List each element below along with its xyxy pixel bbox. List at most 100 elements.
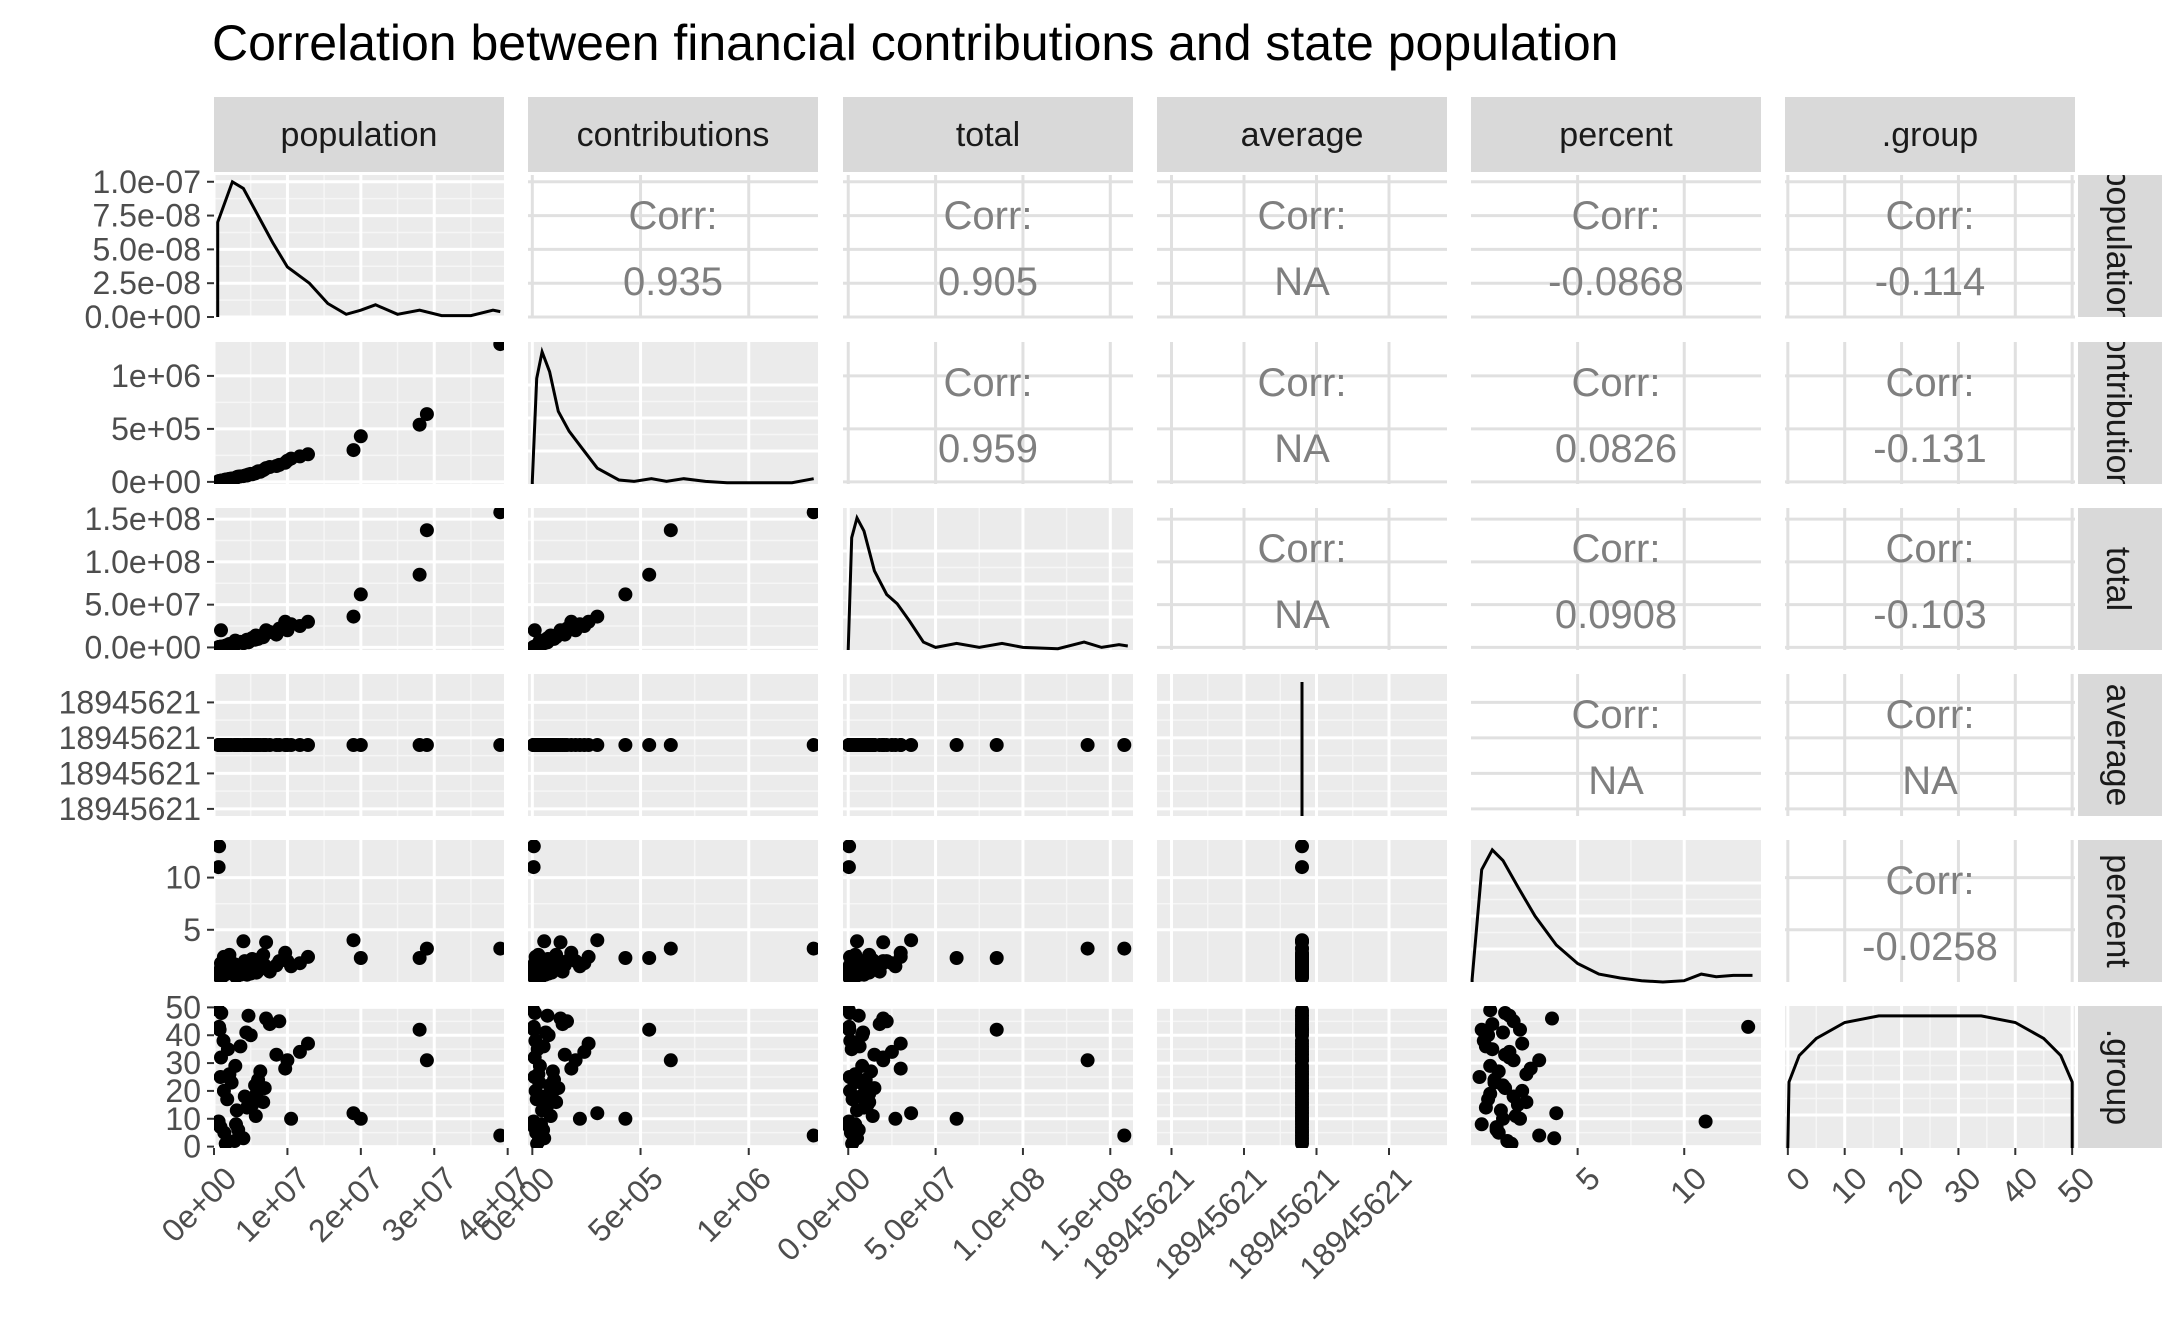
x-tick-label: 0e+00: [154, 1160, 243, 1249]
scatter-point: [1487, 1075, 1502, 1090]
scatter-point: [893, 945, 908, 960]
corr-panel: [1785, 674, 2075, 816]
corr-label: Corr:: [1572, 693, 1661, 737]
row-strip-label-percent: percent: [2099, 854, 2137, 968]
y-tick-label: 20: [165, 1073, 201, 1109]
scatter-point: [493, 342, 504, 352]
col-strip-percent: [1471, 97, 1761, 172]
col-strip-label-contributions: contributions: [577, 116, 770, 154]
scatter-point: [532, 1075, 547, 1090]
scatter-point: [278, 1061, 293, 1076]
col-strip-label-population: population: [281, 116, 438, 154]
scatter-point: [1295, 1114, 1309, 1129]
scatter-points: [843, 1006, 1132, 1148]
scatter-point: [1295, 1025, 1309, 1040]
scatter-point: [419, 407, 434, 422]
corr-label: Corr:: [1258, 527, 1347, 571]
scatter-point: [214, 1019, 227, 1034]
scatter-point: [893, 738, 908, 752]
scatter-point: [1474, 1117, 1489, 1132]
y-tick-label: 10: [165, 1101, 201, 1137]
scatter-point: [893, 1061, 908, 1076]
row-strip-label-contributions: contributions: [2099, 317, 2137, 510]
col-strip-label-percent: percent: [1559, 116, 1673, 154]
scatter-point: [618, 587, 633, 602]
x-tick-label: 5e+05: [581, 1160, 670, 1249]
scatter-point: [1295, 1039, 1309, 1054]
scatter-point: [1481, 1092, 1496, 1107]
corr-value: NA: [1588, 759, 1644, 803]
scatter-points: [528, 738, 818, 752]
scatter-point: [642, 567, 657, 582]
row-strip-label-group: average: [2099, 684, 2137, 807]
scatter-point: [545, 961, 560, 976]
scatter-point: [989, 1022, 1004, 1037]
scatter-point: [806, 508, 818, 520]
density-curve-percent: [1470, 847, 1753, 984]
scatter-point: [214, 1114, 226, 1129]
scatter-point: [528, 623, 542, 638]
scatter-point: [663, 1053, 678, 1068]
x-tick-label: 10: [1663, 1160, 1714, 1211]
corr-label: Corr:: [1886, 361, 1975, 405]
scatter-point: [806, 738, 818, 752]
scatter-point: [412, 738, 427, 752]
corr-value: -0.103: [1873, 593, 1986, 637]
y-tick-label: 40: [165, 1017, 201, 1053]
corr-panel: [1471, 508, 1761, 650]
density-curve-group: [1786, 1014, 2074, 1149]
scatter-point: [214, 860, 226, 875]
scatter-point: [412, 951, 427, 965]
scatter-point: [419, 941, 434, 956]
row-strip-label-group: .group: [2099, 1029, 2137, 1125]
scatter-point: [259, 935, 274, 950]
scatter-point: [864, 961, 878, 976]
scatter-points: [214, 840, 504, 982]
scatter-points: [528, 1006, 818, 1148]
scatter-point: [1532, 1128, 1547, 1143]
x-tick-label: 20: [1880, 1160, 1931, 1211]
scatter-point: [1496, 1025, 1510, 1040]
col-strip-average: [1157, 97, 1447, 172]
x-tick-label: 5: [1569, 1160, 1607, 1198]
scatter-point: [888, 1111, 903, 1126]
col-strip-total: [843, 97, 1133, 172]
scatter-point: [1080, 1053, 1095, 1068]
y-tick-label: 18945621: [59, 684, 201, 720]
y-tick-label: 7.5e-08: [92, 198, 201, 234]
scatter-point: [864, 1064, 878, 1079]
scatter-point: [245, 952, 260, 966]
scatter-point: [528, 738, 542, 752]
y-tick-label: 0e+00: [111, 464, 201, 500]
scatter-point: [528, 956, 542, 971]
scatter-point: [229, 1117, 243, 1132]
scatter-point: [618, 738, 633, 752]
col-strip-label-group: .group: [1882, 116, 1978, 154]
scatter-point: [1295, 1075, 1309, 1090]
scatter-point: [572, 1111, 587, 1126]
scatter-point: [876, 956, 891, 971]
scatter-point: [642, 1022, 657, 1037]
x-tick-label: 40: [1994, 1160, 2045, 1211]
scatter-point: [1117, 941, 1132, 956]
scatter-point: [269, 1047, 284, 1062]
scatter-point: [1515, 1036, 1530, 1051]
scatter-point: [590, 933, 605, 948]
scatter-point: [852, 1039, 867, 1054]
corr-value: 0.0826: [1555, 427, 1677, 471]
scatter-point: [538, 1025, 553, 1040]
scatter-point: [412, 417, 427, 432]
scatter-point: [493, 1128, 504, 1143]
corr-value: NA: [1274, 427, 1330, 471]
scatter-point: [419, 1053, 434, 1068]
col-strip-label-average: average: [1241, 116, 1364, 154]
scatter-point: [1498, 1006, 1513, 1020]
scatter-point: [545, 1064, 560, 1079]
scatter-point: [545, 629, 560, 644]
scatter-point: [847, 1075, 862, 1090]
scatter-point: [876, 738, 891, 752]
scatter-point: [218, 1136, 233, 1148]
row-strip-label-group: percent: [2099, 854, 2137, 968]
y-tick-label: 30: [165, 1045, 201, 1081]
